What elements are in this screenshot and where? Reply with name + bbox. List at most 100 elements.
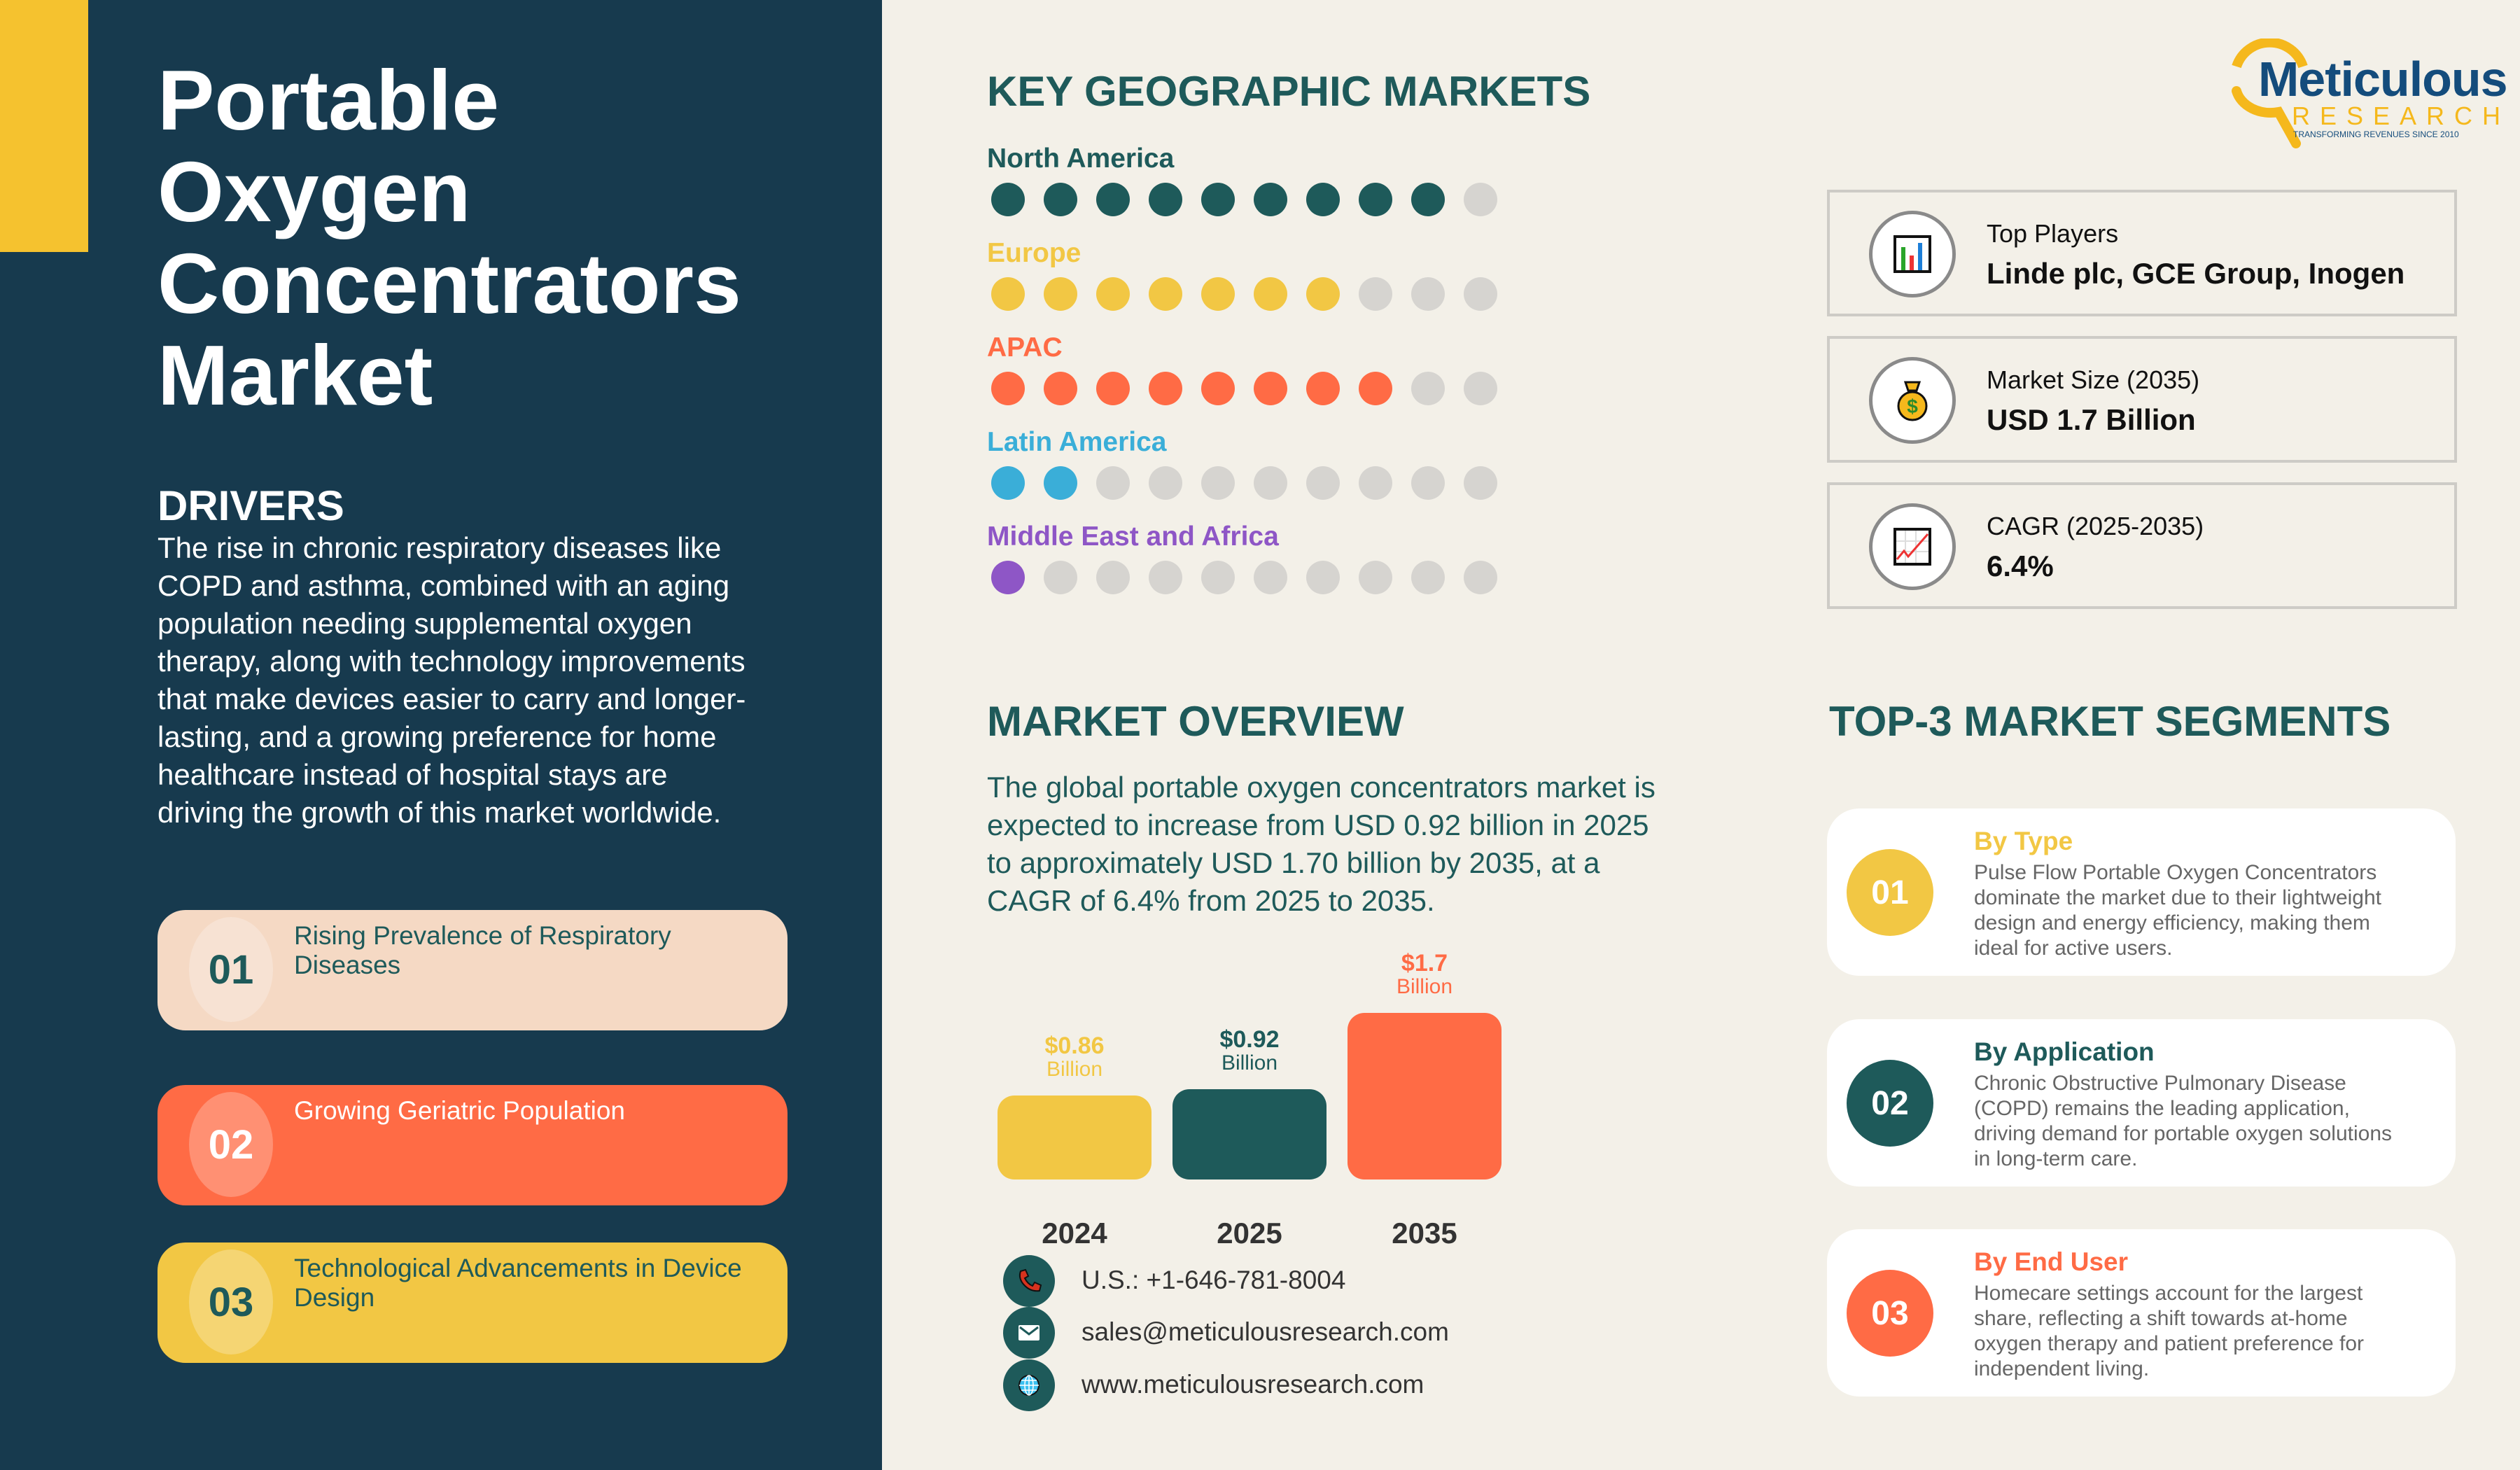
region-dot-empty [1464,561,1497,594]
drivers-heading: DRIVERS [158,482,344,529]
region-dot-filled [1201,183,1235,216]
email-icon-circle [1003,1307,1055,1359]
region-dot-filled [1149,277,1182,311]
x-tick-label: 2035 [1392,1217,1457,1250]
region-dot-filled [1254,277,1287,311]
region-dot-empty [1306,466,1340,500]
phone-icon-circle [1003,1255,1055,1307]
region-dot-filled [1359,372,1392,405]
accent-strip [0,0,88,252]
region-dot-filled [1254,183,1287,216]
region-dot-empty [1464,372,1497,405]
driver-card-2: 02 Growing Geriatric Population [158,1085,788,1205]
region-dot-empty [1359,277,1392,311]
region-dot-filled [1044,183,1077,216]
region-dot-empty [1411,277,1445,311]
info-market-size: $ Market Size (2035) USD 1.7 Billion [1827,336,2457,463]
title-line: Market [158,328,433,423]
region-dot-filled [991,372,1025,405]
logo: Meticulous RESEARCH TRANSFORMING REVENUE… [2226,38,2508,150]
region-dot-empty [1149,561,1182,594]
geo-heading: KEY GEOGRAPHIC MARKETS [987,68,1591,115]
driver-label: Technological Advancements in Device Des… [294,1254,742,1312]
title-line: Portable [158,52,500,148]
bar-value-label: $0.92 [1219,1026,1280,1054]
region-label: Middle East and Africa [987,522,1279,552]
region-dot-empty [1254,561,1287,594]
bar-chart-icon [1893,235,1931,273]
region-dot-filled [1044,466,1077,500]
icon-circle [1869,211,1956,298]
logo-tagline: TRANSFORMING REVENUES SINCE 2010 [2293,130,2459,139]
driver-number: 02 [189,1092,273,1197]
page-title: Portable Oxygen Concentrators Market [158,55,858,421]
bar-unit-label: Billion [1046,1057,1103,1081]
contact-phone[interactable]: U.S.: +1-646-781-8004 [1082,1266,1346,1294]
globe-icon-circle [1003,1359,1055,1411]
region-dot-filled [1306,372,1340,405]
bar-2024 [997,1095,1152,1180]
region-dot-empty [1044,561,1077,594]
bar-value-label: $0.86 [1044,1032,1105,1059]
left-panel [0,0,882,1470]
segment-card-3: 03 By End User Homecare settings account… [1827,1229,2456,1396]
trend-chart-icon [1893,528,1931,566]
contact-email[interactable]: sales@meticulousresearch.com [1082,1317,1449,1346]
email-icon [1018,1325,1040,1340]
region-dot-empty [1096,466,1130,500]
segment-text: Homecare settings account for the larges… [1974,1282,2365,1380]
driver-card-3: 03 Technological Advancements in Device … [158,1242,788,1363]
region-dot-filled [1359,183,1392,216]
bar-unit-label: Billion [1396,975,1453,998]
region-dot-filled [1201,277,1235,311]
segments-heading: TOP-3 MARKET SEGMENTS [1829,698,2391,745]
region-dot-filled [991,277,1025,311]
region-label: North America [987,144,1175,174]
region-dot-empty [1149,466,1182,500]
region-dot-empty [1201,466,1235,500]
driver-number: 03 [189,1250,273,1354]
segment-card-2: 02 By Application Chronic Obstructive Pu… [1827,1019,2456,1186]
bar-2035 [1348,1013,1502,1180]
region-dot-empty [1096,561,1130,594]
info-label: CAGR (2025-2035) [1987,512,2204,540]
overview-heading: MARKET OVERVIEW [987,698,1404,745]
svg-text:$: $ [1907,396,1918,417]
region-label: APAC [987,332,1063,363]
logo-name: Meticulous [2258,52,2508,106]
region-dot-filled [1411,183,1445,216]
bar-value-label: $1.7 [1401,950,1448,976]
region-dot-empty [1359,561,1392,594]
region-label: Europe [987,238,1082,268]
info-label: Top Players [1987,219,2119,248]
segment-number: 02 [1847,1060,1933,1147]
info-value: 6.4% [1987,550,2054,582]
driver-label: Rising Prevalence of Respiratory Disease… [294,921,671,979]
segment-title: By Application [1974,1037,2155,1066]
region-dot-filled [1096,372,1130,405]
info-cagr: CAGR (2025-2035) 6.4% [1827,482,2457,609]
region-dot-filled [1096,277,1130,311]
overview-text: The global portable oxygen concentrators… [987,771,1656,917]
region-dot-empty [1411,561,1445,594]
region-dot-empty [1306,561,1340,594]
region-dot-filled [1254,372,1287,405]
phone-icon [1018,1268,1042,1292]
segment-text: Pulse Flow Portable Oxygen Concentrators… [1974,861,2381,960]
region-dot-filled [1306,183,1340,216]
region-dot-empty [1359,466,1392,500]
icon-circle: $ [1869,357,1956,444]
region-dot-empty [1411,372,1445,405]
segment-number: 01 [1847,849,1933,936]
title-line: Concentrators [158,236,741,331]
logo-sub: RESEARCH [2292,102,2511,130]
info-top-players: Top Players Linde plc, GCE Group, Inogen [1827,190,2457,316]
contact-web[interactable]: www.meticulousresearch.com [1082,1370,1424,1399]
region-dot-filled [1149,372,1182,405]
segment-number: 03 [1847,1270,1933,1357]
region-dot-filled [1149,183,1182,216]
segment-card-1: 01 By Type Pulse Flow Portable Oxygen Co… [1827,808,2456,976]
region-dot-filled [1306,277,1340,311]
region-dot-filled [1096,183,1130,216]
region-label: Latin America [987,427,1167,457]
